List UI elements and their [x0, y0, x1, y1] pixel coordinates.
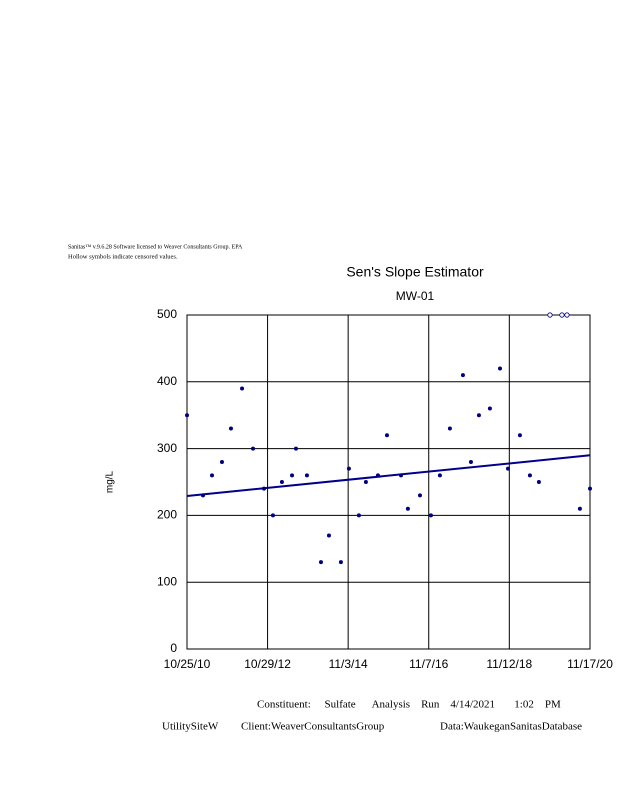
data-point	[346, 466, 351, 471]
footer-site: UtilitySiteW	[162, 721, 219, 733]
y-tick-label: 200	[157, 508, 177, 522]
chart-title: Sen's Slope Estimator	[346, 264, 484, 280]
data-point	[527, 473, 532, 478]
data-point	[536, 480, 541, 484]
data-point	[517, 433, 522, 438]
data-point	[559, 312, 565, 318]
trend-line	[186, 454, 591, 498]
data-point	[384, 433, 389, 438]
data-point	[270, 513, 275, 518]
data-point	[290, 473, 295, 478]
x-tick-label: 11/7/16	[409, 657, 448, 671]
plot-frame	[186, 314, 591, 650]
data-point	[219, 459, 224, 464]
header-line: Hollow symbols indicate censored values.	[68, 253, 178, 260]
data-point	[468, 459, 473, 464]
data-point	[356, 513, 361, 518]
y-tick-label: 0	[170, 641, 177, 655]
footer-client: Client:WeaverConsultantsGroup	[241, 721, 385, 733]
y-tick-label: 300	[157, 441, 177, 455]
x-tick-label: 11/17/20	[567, 657, 613, 671]
data-point	[405, 506, 410, 511]
data-point	[261, 486, 266, 491]
data-point	[588, 486, 592, 491]
data-point	[577, 506, 582, 511]
data-point	[375, 473, 380, 478]
header-line: Sanitas™ v.9.6.28 Software licensed to W…	[68, 243, 243, 250]
data-point	[185, 413, 189, 418]
chart-subtitle: MW-01	[396, 289, 435, 303]
x-tick-label: 11/12/18	[486, 657, 532, 671]
data-point	[279, 480, 284, 484]
data-point	[338, 560, 343, 565]
data-point	[547, 312, 553, 318]
data-point	[398, 473, 403, 478]
footer-run: Constituent: Sulfate Analysis Run 4/14/2…	[257, 699, 561, 711]
data-point	[326, 533, 331, 538]
footer-data: Data:WaukeganSanitasDatabase	[440, 721, 582, 733]
data-point	[228, 426, 233, 431]
data-point	[487, 406, 492, 411]
data-point	[497, 366, 502, 371]
data-point	[437, 473, 442, 478]
y-tick-label: 500	[157, 307, 177, 321]
data-point	[293, 446, 298, 451]
data-point	[240, 386, 245, 391]
data-point	[201, 493, 206, 498]
data-point	[564, 312, 570, 318]
y-tick-label: 100	[157, 574, 177, 588]
y-axis-label: mg/L	[105, 470, 116, 493]
data-point	[363, 480, 368, 484]
data-point	[476, 413, 481, 418]
x-tick-label: 11/3/14	[329, 657, 368, 671]
data-point	[505, 466, 510, 471]
data-point	[304, 473, 309, 478]
data-point	[318, 560, 323, 565]
x-tick-label: 10/29/12	[244, 657, 291, 671]
data-point	[209, 473, 214, 478]
x-tick-label: 10/25/10	[164, 657, 211, 671]
data-point	[447, 426, 452, 431]
y-tick-label: 400	[157, 374, 177, 388]
data-point	[250, 446, 255, 451]
data-point	[428, 513, 433, 518]
data-point	[417, 493, 422, 498]
data-point	[460, 373, 465, 378]
